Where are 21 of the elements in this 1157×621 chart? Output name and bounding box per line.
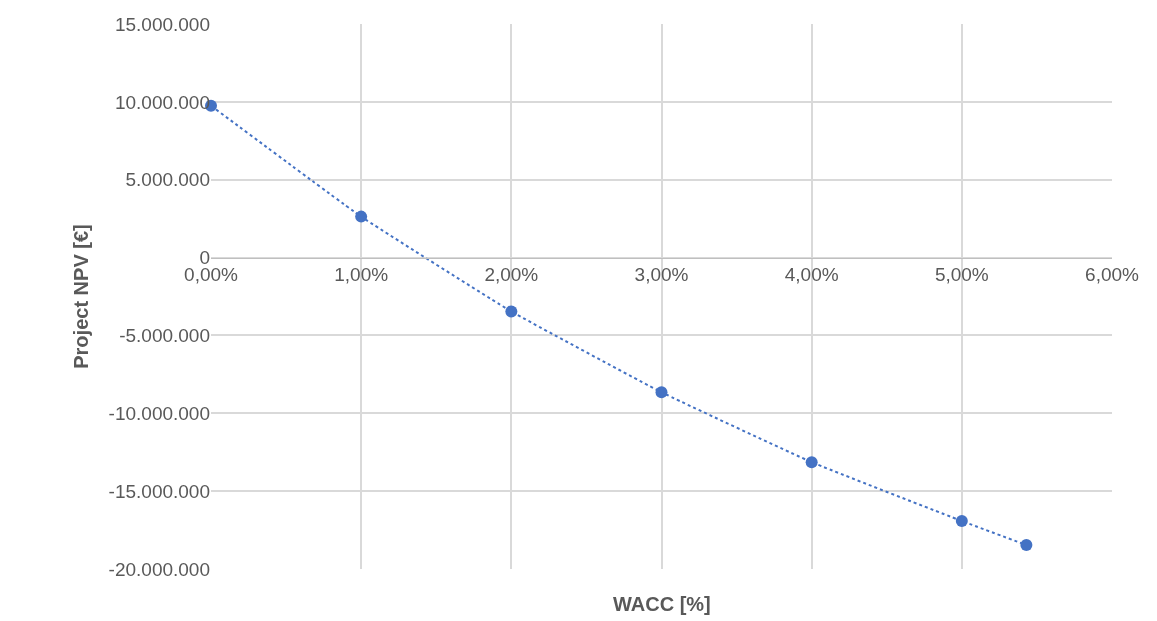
y-tick-label: 5.000.000 xyxy=(125,169,210,191)
x-tick-label: 2,00% xyxy=(484,264,539,286)
y-axis-title: Project NPV [€] xyxy=(70,224,93,369)
x-axis-title: WACC [%] xyxy=(613,593,711,615)
point xyxy=(505,305,518,318)
x-tick-label: 1,00% xyxy=(334,264,389,286)
y-tick-label: -20.000.000 xyxy=(108,558,210,580)
x-tick-label: 5,00% xyxy=(934,264,989,286)
x-tick-label: 4,00% xyxy=(784,264,839,286)
y-tick-label: -15.000.000 xyxy=(108,480,210,502)
point xyxy=(1020,539,1033,552)
y-tick-label: 10.000.000 xyxy=(114,91,210,113)
x-tick-label: 6,00% xyxy=(1085,264,1140,286)
y-tick-label: -5.000.000 xyxy=(119,325,210,347)
point xyxy=(355,210,368,223)
point xyxy=(805,456,818,469)
x-tick-label: 3,00% xyxy=(634,264,689,286)
point xyxy=(655,386,668,399)
y-tick-label: 15.000.000 xyxy=(114,13,210,35)
point xyxy=(955,515,968,528)
y-tick-label: -10.000.000 xyxy=(108,402,210,424)
